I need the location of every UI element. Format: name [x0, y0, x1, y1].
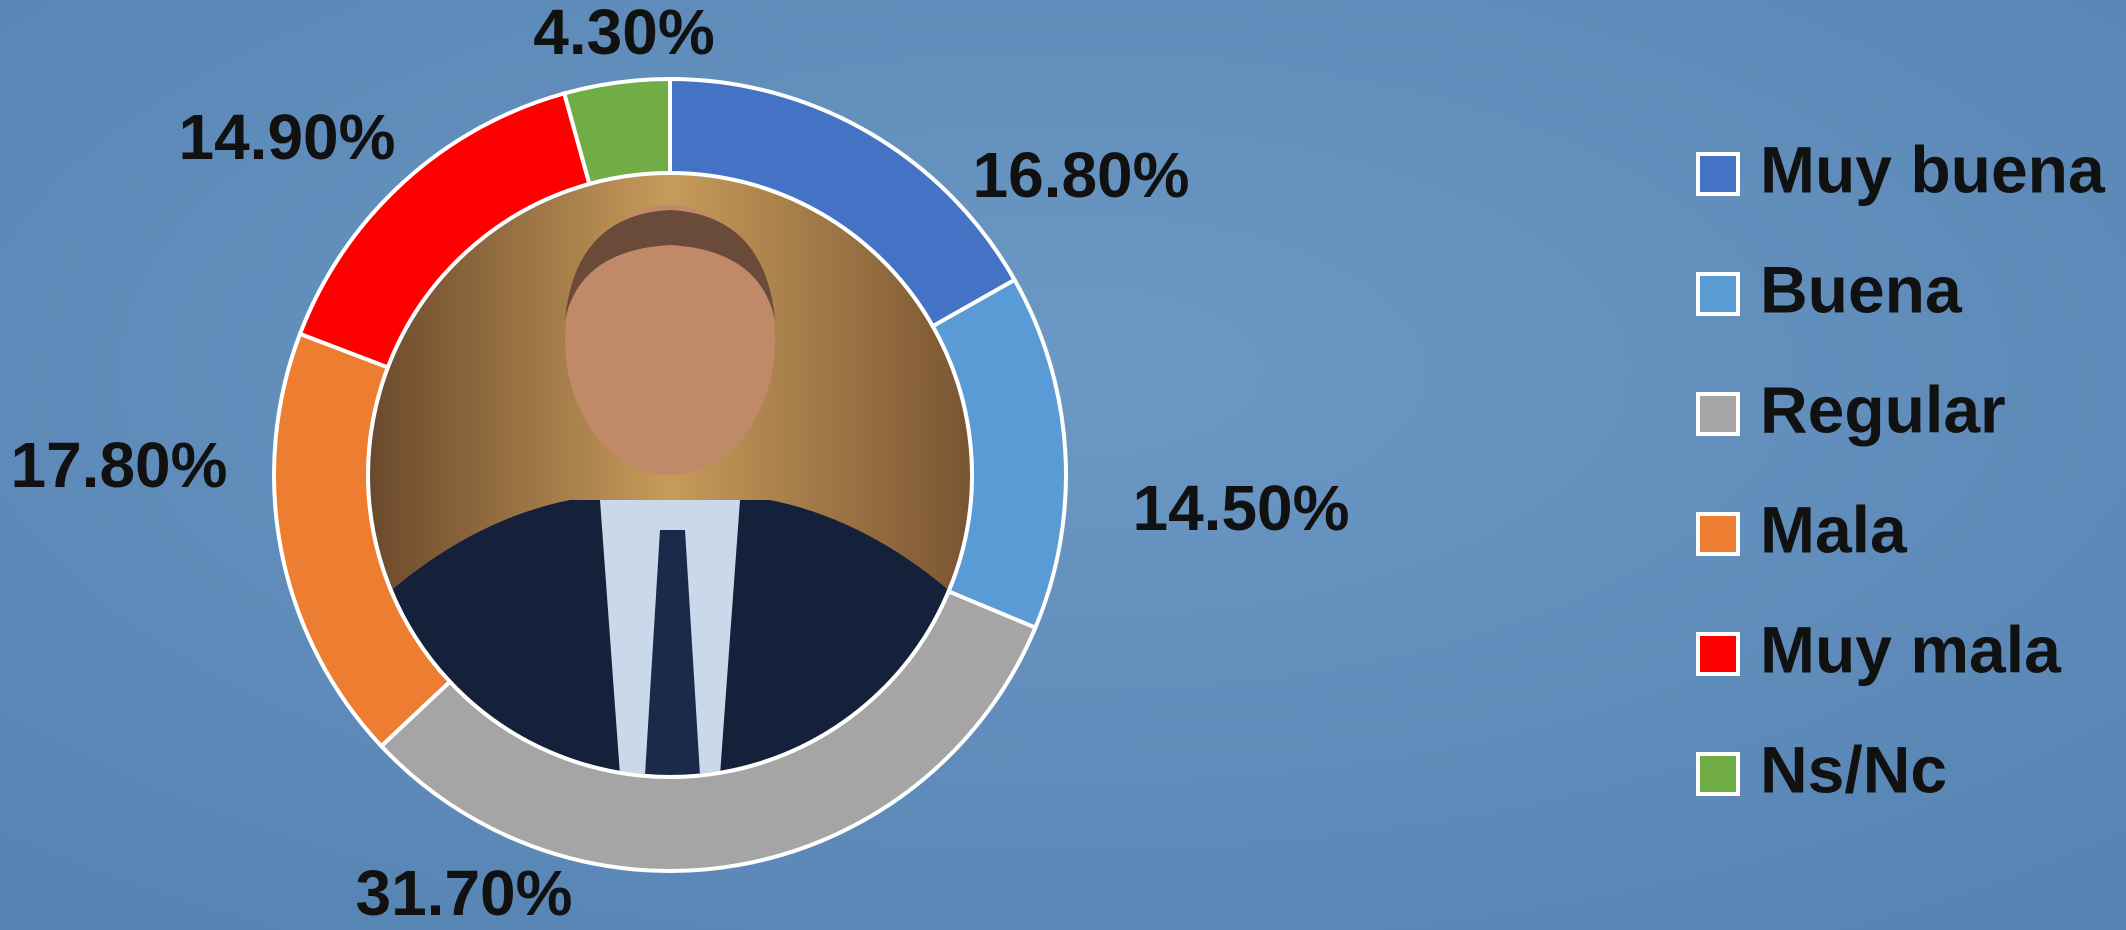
- legend-label: Muy buena: [1760, 132, 2106, 206]
- data-label: 31.70%: [355, 857, 572, 929]
- legend-swatch: [1696, 512, 1740, 556]
- data-label: 4.30%: [533, 0, 714, 68]
- legend-swatch: [1696, 632, 1740, 676]
- legend-swatch: [1696, 392, 1740, 436]
- legend-label: Regular: [1760, 372, 2006, 446]
- photo: [370, 175, 970, 775]
- legend-label: Mala: [1760, 492, 1908, 566]
- legend-label: Buena: [1760, 252, 1963, 326]
- legend-swatch: [1696, 272, 1740, 316]
- slice: [561, 76, 672, 187]
- data-label: 17.80%: [10, 429, 227, 501]
- slice: [378, 588, 1038, 873]
- data-label: 14.90%: [178, 101, 395, 173]
- legend-label: Ns/Nc: [1760, 732, 1947, 806]
- legend-label: Muy mala: [1760, 612, 2062, 686]
- legend-swatch: [1696, 752, 1740, 796]
- legend-swatch: [1696, 152, 1740, 196]
- data-label: 16.80%: [972, 139, 1189, 211]
- data-label: 14.50%: [1132, 472, 1349, 544]
